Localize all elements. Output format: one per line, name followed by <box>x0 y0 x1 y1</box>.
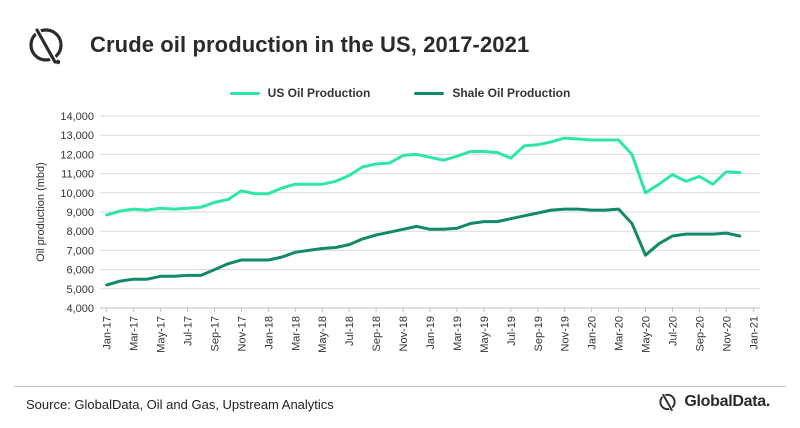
x-tick-label: Jan-21 <box>748 316 760 350</box>
x-tick-label: Jan-18 <box>263 316 275 350</box>
y-tick-label: 9,000 <box>66 207 94 219</box>
x-tick-label: Jan-17 <box>102 316 114 350</box>
globaldata-small-mark-icon <box>659 393 677 412</box>
footer-logo: GlobalData. <box>658 392 770 412</box>
x-tick-label: Jul-20 <box>667 316 679 346</box>
x-tick-label: Mar-19 <box>452 316 464 351</box>
shale-oil-production-line <box>105 207 742 287</box>
y-tick-label: 11,000 <box>61 169 94 181</box>
chart-legend: US Oil Production Shale Oil Production <box>0 84 800 102</box>
x-tick-label: Sep-18 <box>371 316 383 351</box>
y-axis-title: Oil production (mbd) <box>35 162 47 262</box>
footer-brand-text: GlobalData. <box>684 393 770 410</box>
legend-item-us: US Oil Production <box>229 86 371 100</box>
x-tick-label: Sep-20 <box>694 316 706 351</box>
y-tick-label: 6,000 <box>66 265 94 277</box>
chart-title: Crude oil production in the US, 2017-202… <box>90 32 530 57</box>
chart-header: Crude oil production in the US, 2017-202… <box>26 20 529 70</box>
x-tick-label: May-19 <box>479 316 491 353</box>
axes: 4,000 5,000 6,000 7,000 8,000 9,000 10,000 11,0… <box>60 111 760 353</box>
y-tick-label: 12,000 <box>60 149 94 161</box>
x-tick-label: Jul-17 <box>183 316 195 346</box>
legend-swatch-shale <box>414 91 445 95</box>
y-tick-label: 7,000 <box>66 245 94 257</box>
x-tick-label: Mar-18 <box>290 316 302 351</box>
x-tick-label: Jul-19 <box>506 316 518 346</box>
x-tick-label: Nov-20 <box>721 316 733 351</box>
x-tick-label: Jan-19 <box>425 316 437 350</box>
y-tick-label: 14,000 <box>60 111 94 123</box>
series-lines <box>105 136 742 287</box>
legend-swatch-us <box>229 91 260 95</box>
y-tick-label: 5,000 <box>66 284 94 296</box>
x-tick-label: Nov-19 <box>560 316 572 351</box>
x-tick-label: Nov-18 <box>398 316 410 351</box>
source-note: Source: GlobalData, Oil and Gas, Upstrea… <box>26 397 334 412</box>
x-tick-label: Mar-20 <box>614 316 626 351</box>
x-tick-label: Nov-17 <box>236 316 248 351</box>
us-oil-production-line <box>105 136 742 217</box>
x-tick-label: May-18 <box>317 316 329 353</box>
y-tick-label: 8,000 <box>66 226 94 238</box>
y-tick-label: 10,000 <box>60 188 94 200</box>
x-tick-label: Jan-20 <box>587 316 599 350</box>
footer-divider <box>14 386 786 387</box>
x-tick-label: May-20 <box>641 316 653 353</box>
y-tick-label: 4,000 <box>66 303 94 315</box>
legend-label-us: US Oil Production <box>267 86 371 100</box>
y-tick-label: 13,000 <box>60 130 94 142</box>
x-tick-label: Mar-17 <box>129 316 141 351</box>
x-tick-label: May-17 <box>156 316 168 353</box>
x-tick-label: Sep-17 <box>209 316 221 351</box>
legend-label-shale: Shale Oil Production <box>452 86 571 100</box>
globaldata-mark-icon <box>29 28 63 65</box>
x-tick-label: Sep-19 <box>533 316 545 351</box>
gridlines <box>100 115 760 309</box>
x-tick-label: Jul-18 <box>344 316 356 346</box>
legend-item-shale: Shale Oil Production <box>414 86 570 100</box>
